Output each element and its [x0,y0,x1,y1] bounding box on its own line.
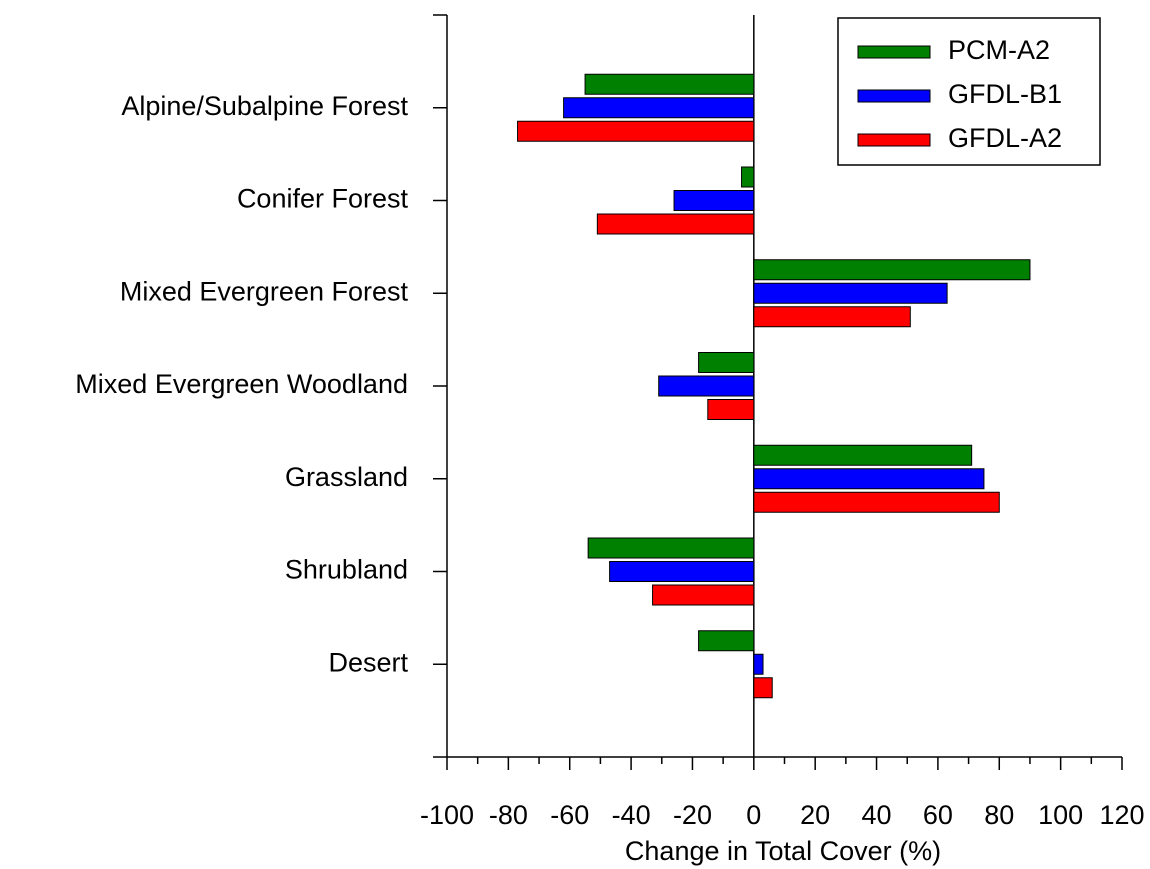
x-tick-label: 60 [923,800,953,830]
x-tick-label: 0 [746,800,761,830]
x-axis-label: Change in Total Cover (%) [625,836,941,866]
bar [753,444,973,466]
bar [753,491,1000,513]
y-tick-label: Mixed Evergreen Forest [120,276,409,306]
bar [673,190,755,211]
y-tick-label: Desert [328,647,408,677]
x-tick-label: -80 [489,800,528,830]
x-tick-label: 100 [1038,800,1083,830]
bar [658,375,755,397]
x-tick-label: -20 [673,800,712,830]
bar [517,120,755,142]
bar [707,399,755,420]
y-tick-label: Shrubland [285,555,408,585]
y-tick-label: Alpine/Subalpine Forest [121,91,408,121]
y-tick-label: Conifer Forest [237,184,409,214]
x-tick-label: -40 [612,800,651,830]
y-tick-label: Mixed Evergreen Woodland [75,369,408,399]
bar [753,259,1031,281]
bar [753,653,764,675]
legend-label: PCM-A2 [948,35,1050,65]
x-tick-label: 20 [800,800,830,830]
bar [741,166,755,188]
legend-swatch [857,89,931,103]
bar [563,97,755,119]
bar [652,584,755,606]
x-tick-label: 40 [862,800,892,830]
bar [596,213,755,235]
bar [753,282,948,304]
bar [587,537,755,559]
legend-swatch [857,133,931,147]
legend-label: GFDL-B1 [948,79,1062,109]
legend-label: GFDL-A2 [948,123,1062,153]
bar [698,352,755,373]
bar [753,468,985,490]
bar [584,73,755,95]
bar [753,677,773,699]
bar [698,630,755,652]
x-tick-label: -60 [550,800,589,830]
bar [609,561,755,582]
x-tick-label: 80 [984,800,1014,830]
legend-swatch [857,45,931,59]
x-tick-label: -100 [420,800,474,830]
x-tick-label: 120 [1099,800,1144,830]
bar [753,306,911,328]
y-tick-label: Grassland [285,462,408,492]
